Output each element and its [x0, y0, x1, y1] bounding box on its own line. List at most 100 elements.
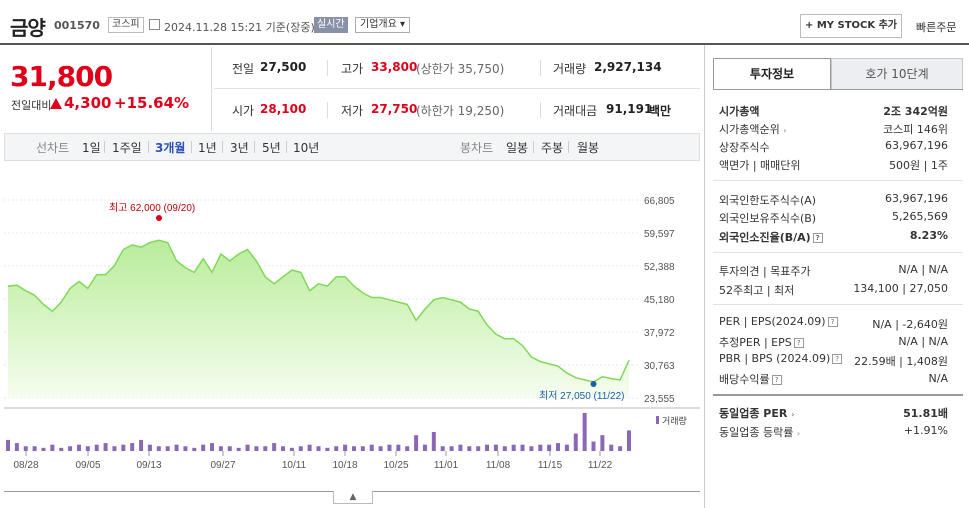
add-mystock-button[interactable]: + MY STOCK 추가 [800, 14, 902, 38]
volume-bar [85, 446, 90, 451]
volume-bar [112, 446, 117, 451]
tab-daily[interactable]: 일봉 [506, 141, 529, 155]
foreign-ratio-value: 8.23% [909, 229, 948, 242]
x-tick-label: 10/11 [282, 460, 307, 471]
volume-bar [582, 413, 587, 451]
y-tick-label: 66,805 [644, 196, 675, 207]
help-icon[interactable]: ? [771, 375, 782, 385]
help-icon[interactable]: ? [812, 233, 823, 243]
sector-per-label[interactable]: 동일업종 PER › [719, 405, 795, 421]
quick-order-link[interactable]: 빠른주문 [916, 21, 957, 34]
volume-bar [325, 447, 330, 451]
tab-1year[interactable]: 1년 [198, 141, 217, 155]
price-area [8, 240, 629, 398]
corp-overview-button[interactable]: 기업개요 ▾ [355, 17, 410, 33]
stock-code: 001570 [54, 19, 100, 32]
volume-value: 2,927,134 [594, 60, 662, 74]
tab-10year[interactable]: 10년 [293, 141, 320, 155]
tab-orderbook[interactable]: 호가 10단계 [831, 58, 963, 90]
volume-bar [183, 446, 188, 451]
up-triangle-icon [50, 98, 62, 109]
tab-3year[interactable]: 3년 [230, 141, 249, 155]
volume-bar [156, 446, 161, 451]
x-tick-label: 10/18 [332, 460, 357, 471]
volume-bar [130, 443, 135, 451]
tab-monthly[interactable]: 월봉 [577, 141, 600, 155]
tab-1day[interactable]: 1일 [82, 141, 101, 155]
sector-per-text: 동일업종 PER [719, 407, 788, 420]
tab-1week[interactable]: 1주일 [112, 141, 142, 155]
low-marker [590, 380, 597, 387]
volume-bar [493, 444, 498, 451]
amount-unit: 백만 [649, 104, 672, 118]
volume-bar [547, 444, 552, 451]
volume-bar [422, 444, 427, 451]
foreign-limit-label: 외국인한도주식수(A) [719, 194, 817, 207]
divider [104, 141, 105, 153]
foreign-ratio-label: 외국인소진율(B/A)? [719, 229, 823, 245]
est-per-label: 추정PER | EPS? [719, 334, 804, 350]
change-percent: +15.64% [114, 94, 190, 112]
current-price: 31,800 [10, 60, 113, 93]
high-value: 33,800 [371, 60, 418, 74]
volume-bar [316, 446, 321, 451]
low-label: 저가 [341, 104, 364, 118]
amount-label: 거래대금 [553, 104, 598, 118]
volume-bar [369, 444, 374, 451]
change-label: 전일대비 [11, 99, 52, 112]
x-tick-label: 10/25 [383, 460, 408, 471]
chevron-right-icon: › [796, 429, 801, 438]
collapse-chevron-up-icon[interactable]: ▲ [333, 491, 373, 504]
volume-legend-swatch [656, 416, 659, 424]
x-tick-label: 11/08 [486, 460, 511, 471]
market-cap-rank-label[interactable]: 시가총액순위 › [719, 121, 786, 137]
volume-bar [272, 443, 277, 451]
y-tick-label: 23,555 [644, 394, 675, 405]
tab-5year[interactable]: 5년 [262, 141, 281, 155]
realtime-badge: 실시간 [314, 17, 348, 33]
x-tick-label: 09/27 [210, 460, 235, 471]
tab-investment-info[interactable]: 투자정보 [713, 58, 831, 90]
foreign-hold-value: 5,265,569 [892, 210, 948, 223]
market-cap-rank-text: 시가총액순위 [719, 123, 780, 136]
par-value: 500원 | 1주 [889, 159, 948, 172]
volume-bar [165, 446, 170, 451]
volume-bar [76, 444, 81, 451]
volume-bar [147, 444, 152, 451]
foreign-limit-value: 63,967,196 [885, 192, 948, 205]
volume-bar [210, 443, 215, 451]
tab-weekly[interactable]: 주봉 [541, 141, 564, 155]
sector-rate-label[interactable]: 동일업종 등락률 › [719, 424, 800, 440]
help-icon[interactable]: ? [827, 317, 838, 327]
volume-bar [307, 444, 312, 451]
divider [713, 180, 963, 181]
volume-bar [227, 446, 232, 451]
est-per-value: N/A | N/A [898, 335, 948, 348]
volume-bar [334, 446, 339, 451]
sector-rate-value: +1.91% [903, 424, 948, 437]
x-tick-label: 09/05 [75, 460, 100, 471]
volume-bar [378, 446, 383, 451]
volume-bar [449, 446, 454, 451]
volume-bar [556, 443, 561, 451]
tab-3month[interactable]: 3개월 [155, 141, 186, 155]
volume-bar [476, 446, 481, 451]
volume-bar [351, 446, 356, 451]
help-icon[interactable]: ? [793, 338, 804, 348]
week52-label: 52주최고 | 최저 [719, 284, 795, 297]
volume-label: 거래량 [553, 62, 587, 76]
volume-bar [103, 443, 108, 451]
volume-legend: 거래량 [662, 415, 687, 426]
pbr-value: 22.59배 | 1,408원 [854, 355, 948, 368]
week52-value: 134,100 | 27,050 [853, 282, 948, 295]
foreign-ratio-text: 외국인소진율(B/A) [719, 231, 811, 244]
volume-bar [32, 446, 37, 451]
volume-bar [192, 447, 197, 451]
price-chart[interactable]: 66,805 59,597 52,388 45,180 37,972 30,763 23,5… [4, 178, 700, 488]
div-text: 배당수익률 [719, 373, 770, 386]
volume-bar [254, 446, 259, 451]
help-icon[interactable]: ? [832, 354, 843, 364]
low-value: 27,750 [371, 102, 418, 116]
y-tick-label: 30,763 [644, 361, 675, 372]
volume-bar [618, 446, 623, 451]
